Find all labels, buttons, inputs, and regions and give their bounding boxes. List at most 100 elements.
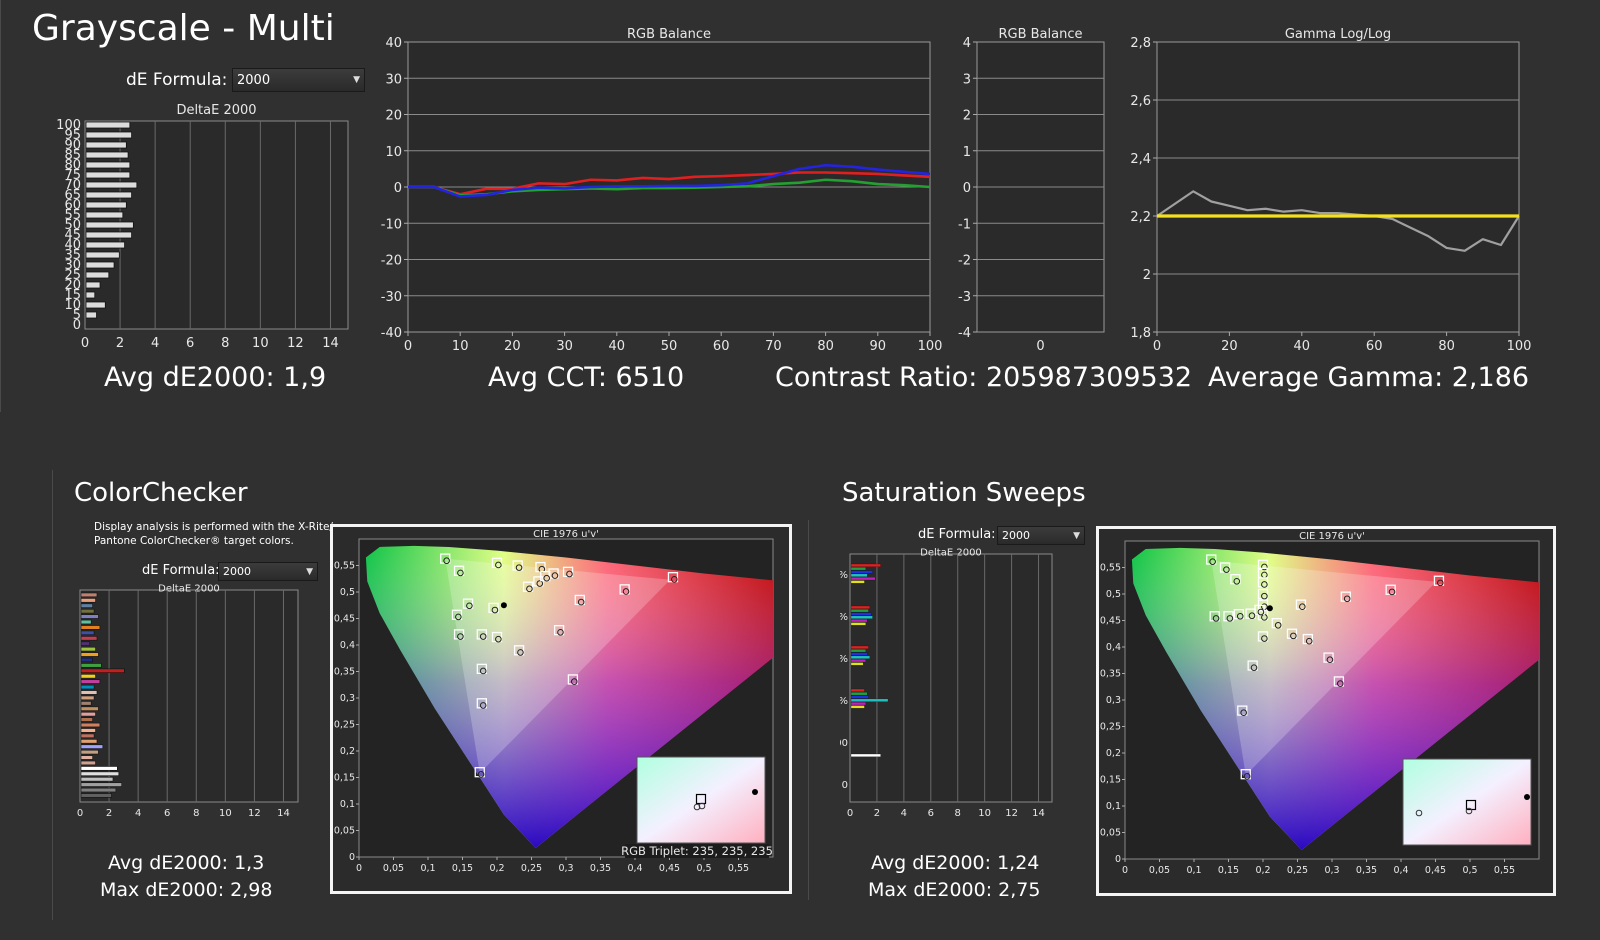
y-tick-label: 0,45 — [334, 614, 355, 625]
x-tick-label: 2 — [106, 808, 112, 819]
chart-title: RGB Balance — [998, 27, 1082, 42]
delta-bar — [85, 311, 97, 319]
sweeps-formula-select[interactable]: 2000 ▼ — [997, 526, 1085, 545]
measured-point — [1243, 773, 1251, 780]
rgb-balance-small-chart: RGB Balance 4 3 2 1 0 -1 -2 -3 -4 0 — [958, 27, 1105, 354]
chevron-down-icon: ▼ — [1073, 530, 1080, 541]
x-tick-label: 0,25 — [1287, 865, 1308, 876]
y-tick-label: 2,8 — [1130, 36, 1151, 51]
delta-bar — [80, 636, 98, 641]
delta-bar — [85, 131, 132, 139]
colorchecker-cie-frame: CIE 1976 u'v' 0 0,05 0,1 0,15 0,2 0,25 0,3 0,35 0… — [330, 524, 792, 894]
delta-bar — [85, 141, 127, 149]
delta-bar — [80, 728, 96, 733]
y-tick-label: 0,05 — [1100, 828, 1121, 839]
x-tick-label: 14 — [322, 336, 339, 351]
x-tick-label: 10 — [252, 336, 269, 351]
sweeps-divider — [808, 520, 809, 900]
y-tick-label: 55 — [64, 208, 81, 223]
x-tick-label: 90 — [870, 339, 887, 354]
delta-bar — [80, 679, 101, 684]
triplet-bg — [625, 844, 769, 858]
grayscale-formula-select[interactable]: 2000 ▼ — [232, 68, 365, 92]
delta-bar — [80, 646, 96, 652]
y-tick-label: 35 — [64, 248, 81, 263]
y-tick-label: 30 — [385, 72, 402, 87]
measured-point — [1261, 592, 1268, 600]
measured-point — [479, 702, 487, 709]
y-tick-label: 25% — [840, 696, 848, 707]
x-tick-label: 10 — [978, 808, 991, 819]
rgb-triplet-label: RGB Triplet: 235, 235, 235 — [621, 844, 773, 858]
y-tick-label: 0 — [349, 852, 355, 863]
inset-measured — [1415, 809, 1423, 817]
delta-bar — [850, 570, 873, 574]
gamma-chart: Gamma Log/Log 2,8 2,6 2,4 2,2 2 1,80 20 40 60 80 10… — [1130, 27, 1531, 354]
x-tick-label: 0,4 — [1393, 865, 1408, 876]
delta-bar — [80, 755, 93, 760]
x-tick-label: 2 — [874, 808, 880, 819]
measured-point — [479, 667, 487, 675]
colorchecker-divider — [52, 470, 53, 920]
measured-point — [1250, 664, 1258, 671]
delta-bar — [80, 701, 92, 706]
measured-point — [457, 569, 464, 577]
measured-point — [495, 635, 502, 643]
delta-bar — [80, 625, 101, 630]
x-tick-label: 80 — [1438, 339, 1455, 354]
y-tick-label: -20 — [381, 254, 402, 269]
measured-point — [1236, 612, 1244, 620]
x-tick-label: 0,45 — [659, 863, 680, 874]
y-tick-label: -4 — [958, 326, 971, 341]
sweeps-delta-chart: DeltaE 2000 0 2 4 6 8 10 12 14 100% 75% 50% 25% 100 0 — [840, 548, 1053, 819]
x-tick-label: 0 — [1153, 339, 1161, 354]
y-tick-label: 1,8 — [1130, 326, 1151, 341]
measured-point — [1257, 608, 1265, 616]
x-tick-label: 0,5 — [696, 863, 711, 874]
y-tick-label: 60 — [64, 198, 81, 213]
x-tick-label: 0,4 — [627, 863, 642, 874]
delta-bar — [850, 705, 865, 709]
measured-point — [1261, 635, 1268, 642]
y-tick-label: 0,15 — [1100, 775, 1121, 786]
y-tick-label: 50 — [64, 218, 81, 233]
colorchecker-formula-value: 2000 — [223, 565, 251, 578]
chart-title: DeltaE 2000 — [158, 584, 220, 594]
y-tick-label: 0,25 — [334, 720, 355, 731]
delta-bar — [80, 652, 99, 657]
delta-bar — [80, 733, 95, 739]
measured-point — [671, 575, 678, 583]
measured-point — [455, 613, 462, 621]
x-tick-label: 60 — [1366, 339, 1383, 354]
delta-bar — [850, 649, 866, 653]
y-tick-label: 0,25 — [1100, 722, 1121, 733]
delta-bar — [850, 605, 871, 609]
x-tick-label: 0,2 — [1255, 865, 1270, 876]
contrast-ratio-value: Contrast Ratio: 205987309532 — [775, 362, 1193, 393]
delta-bar — [850, 688, 865, 692]
y-tick-label: 40 — [64, 238, 81, 253]
delta-bar — [80, 711, 96, 717]
delta-bar — [850, 619, 868, 623]
colorchecker-formula-select[interactable]: 2000 ▼ — [218, 562, 318, 581]
x-tick-label: 30 — [556, 339, 573, 354]
delta-bar — [80, 630, 95, 636]
y-tick-label: 0,55 — [1100, 563, 1121, 574]
y-tick-label: 0,1 — [340, 799, 355, 810]
measured-point — [1290, 632, 1297, 640]
x-tick-label: 0 — [356, 863, 362, 874]
measured-point — [1226, 615, 1234, 622]
y-tick-label: 0,45 — [1100, 616, 1121, 627]
delta-bar — [850, 662, 864, 666]
y-tick-label: 0,4 — [1106, 642, 1121, 653]
delta-bar — [850, 659, 866, 663]
delta-bar — [85, 201, 127, 209]
sweeps-max: Max dE2000: 2,75 — [868, 879, 1041, 901]
delta-bar — [850, 645, 869, 649]
sweeps-cie-frame: CIE 1976 u'v' 0 0,05 0,1 0,15 0,2 0,25 0,3 0,35 0… — [1096, 526, 1556, 896]
delta-bar — [80, 739, 98, 744]
y-tick-label: 20 — [385, 109, 402, 124]
measured-point — [557, 628, 564, 636]
delta-bar — [80, 598, 96, 603]
x-tick-label: 8 — [221, 336, 229, 351]
